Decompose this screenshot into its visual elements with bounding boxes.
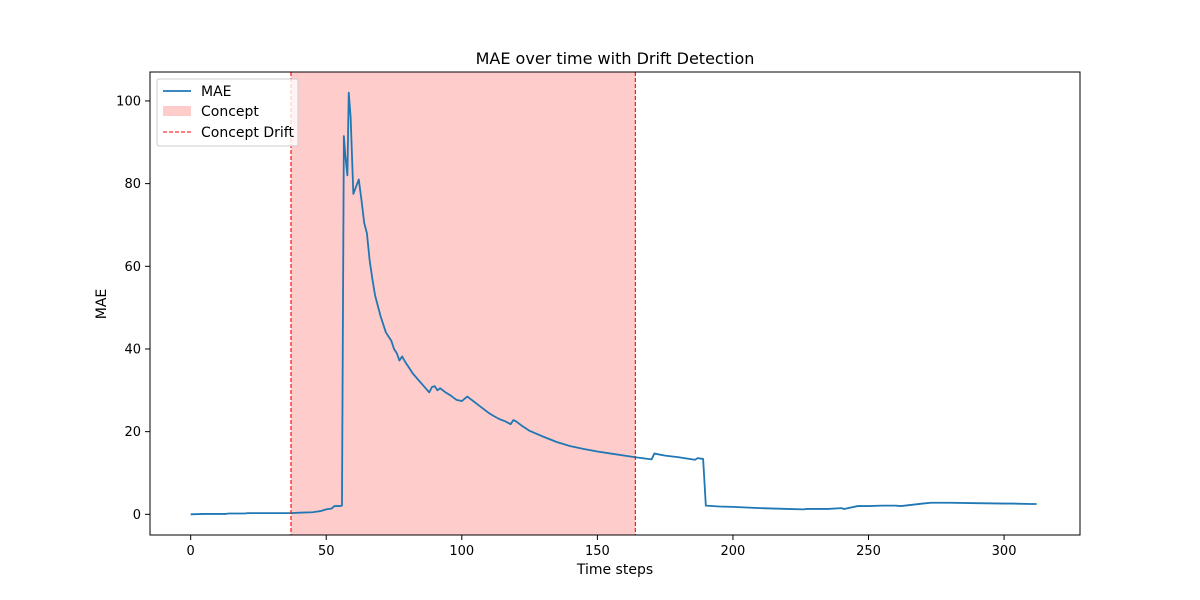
x-tick-label: 250 — [856, 544, 881, 559]
legend: MAE Concept Concept Drift — [156, 78, 299, 147]
y-tick-label: 0 — [133, 508, 141, 523]
legend-box — [156, 78, 299, 147]
plot-area — [190, 72, 1037, 535]
x-axis-ticks: 0 50 100 150 200 250 300 — [187, 535, 1017, 559]
x-tick-label: 200 — [721, 544, 746, 559]
x-tick-label: 0 — [187, 544, 195, 559]
x-tick-label: 50 — [318, 544, 335, 559]
y-tick-label: 20 — [124, 425, 141, 440]
y-axis-ticks: 0 20 40 60 80 100 — [116, 94, 150, 523]
legend-mae-label: MAE — [201, 84, 232, 100]
y-tick-label: 60 — [124, 260, 141, 275]
legend-concept-swatch — [163, 106, 191, 116]
legend-drift-label: Concept Drift — [201, 125, 294, 141]
y-tick-label: 100 — [116, 94, 141, 109]
x-tick-label: 100 — [449, 544, 474, 559]
x-axis-label: Time steps — [576, 562, 653, 578]
legend-concept-label: Concept — [201, 104, 259, 120]
mae-series-line — [190, 91, 1037, 516]
axes-frame — [149, 71, 1081, 536]
x-tick-label: 150 — [585, 544, 610, 559]
chart-title: MAE over time with Drift Detection — [476, 49, 755, 68]
x-tick-label: 300 — [992, 544, 1017, 559]
y-tick-label: 80 — [124, 177, 141, 192]
y-tick-label: 40 — [124, 342, 141, 357]
y-axis-label: MAE — [94, 289, 110, 320]
